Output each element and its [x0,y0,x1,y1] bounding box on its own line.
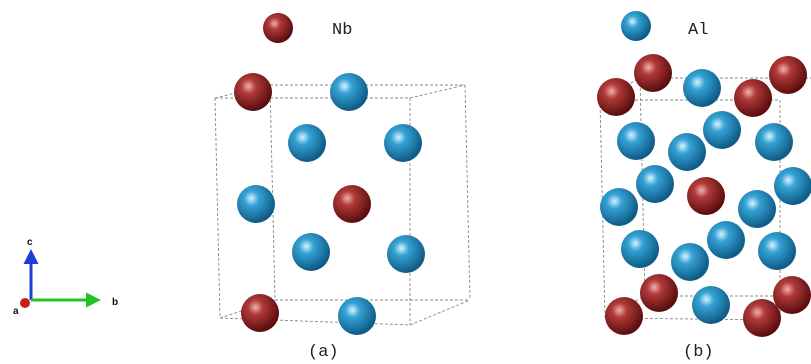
al-atom [671,243,709,281]
al-atom [758,232,796,270]
legend-nb-sphere [263,13,293,43]
page: {"legend": [{"label": "Nb"}, {"label": "… [0,0,811,364]
axis-a-dot [20,298,30,308]
axis-c-label: c [27,237,33,248]
legend-nb-label: Nb [332,21,352,40]
al-atom [387,235,425,273]
nb-atom [773,276,811,314]
al-atom [617,122,655,160]
al-atom [774,167,811,205]
al-atom [600,188,638,226]
al-atom [703,111,741,149]
figure: Nb Al (a) (b) c b a [0,0,811,364]
al-atom [292,233,330,271]
al-atom [338,297,376,335]
al-atom [621,230,659,268]
al-atom [237,185,275,223]
al-atom [738,190,776,228]
legend-al-label: Al [688,21,708,40]
nb-atom [241,294,279,332]
nb-atom [734,79,772,117]
axis-a-label: a [13,306,19,317]
nb-atom [605,297,643,335]
nb-atom [687,177,725,215]
al-atom [707,221,745,259]
al-atom [692,286,730,324]
nb-atom [634,54,672,92]
al-atom [755,123,793,161]
al-atom [683,69,721,107]
al-atom [636,165,674,203]
atoms [234,54,811,337]
nb-atom [234,73,272,111]
al-atom [330,73,368,111]
al-atom [668,133,706,171]
panel-label: (b) [683,343,714,362]
nb-atom [333,185,371,223]
panel-label: (a) [308,343,339,362]
al-atom [288,124,326,162]
nb-atom [769,56,807,94]
axis-b-label: b [112,297,118,308]
al-atom [384,124,422,162]
nb-atom [743,299,781,337]
nb-atom [640,274,678,312]
nb-atom [597,78,635,116]
legend-al-sphere [621,11,651,41]
